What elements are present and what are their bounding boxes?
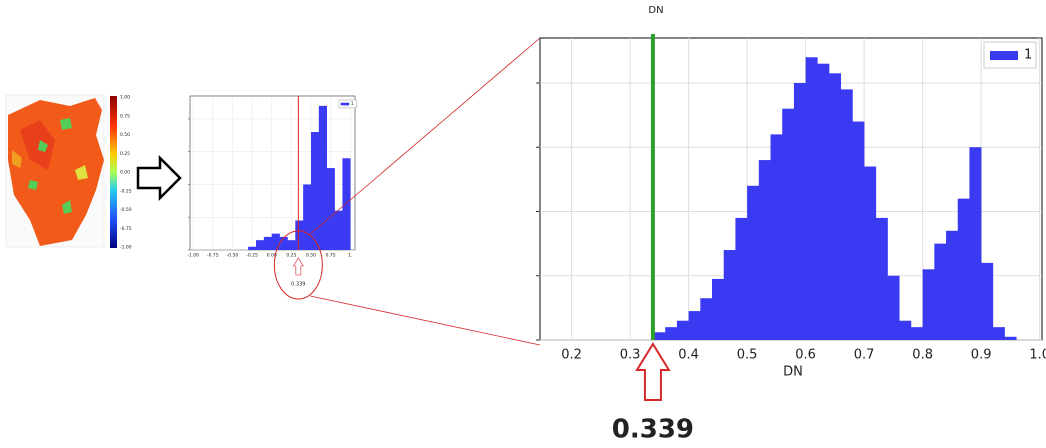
x-tick-label: 0.7: [854, 348, 875, 363]
histogram-bar: [747, 186, 759, 340]
x-tick-label: -0.75: [207, 253, 219, 259]
histogram-bar: [806, 57, 818, 340]
colorbar-label: -0.50: [120, 207, 132, 213]
histogram-bar: [342, 158, 350, 250]
histogram-bar: [700, 298, 712, 340]
histogram-bar: [782, 109, 794, 340]
histogram-bar: [327, 168, 335, 250]
x-tick-label: 0.9: [971, 348, 992, 363]
histogram-bar: [888, 276, 900, 340]
histogram-bar: [969, 147, 981, 340]
histogram-bar: [303, 184, 311, 250]
histogram-bar: [272, 234, 280, 250]
histogram-bar: [934, 244, 946, 340]
histogram-bar: [771, 134, 783, 340]
histogram-bar: [287, 240, 295, 250]
histogram-bar: [993, 327, 1005, 340]
histogram-bar: [946, 231, 958, 340]
histogram-bar: [876, 218, 888, 340]
x-tick-label: 0.5: [737, 348, 758, 363]
histogram-bar: [958, 199, 970, 340]
histogram-bar: [724, 250, 736, 340]
histogram-bar: [712, 279, 724, 340]
x-tick-label: 0.3: [620, 348, 641, 363]
histogram-bar: [794, 83, 806, 340]
colorbar-label: 0.75: [120, 113, 130, 119]
histogram-bar: [295, 221, 303, 250]
x-tick-label: -0.50: [227, 253, 239, 259]
histogram-bar: [689, 311, 701, 340]
histogram-bar: [817, 64, 829, 340]
figure: 1.00 0.75 0.50 0.25 0.00 -0.25 -0.50 -0.75 -1.00…: [0, 0, 1046, 448]
threshold-label-small: 0.339: [291, 282, 305, 288]
histogram-bar: [665, 327, 677, 340]
chart-title: DN: [648, 5, 663, 16]
colorbar-label: -0.75: [120, 226, 132, 232]
histogram-bar: [852, 122, 864, 340]
flow-arrow: [138, 158, 180, 198]
histogram-bar: [335, 211, 343, 250]
x-tick-label: -0.25: [246, 253, 258, 259]
histogram-bar: [981, 263, 993, 340]
histogram-bar: [256, 240, 264, 250]
x-axis-label: DN: [783, 365, 803, 380]
histogram-bar: [911, 327, 923, 340]
legend-label: 1: [1024, 48, 1032, 63]
x-tick-label: -1.00: [187, 253, 199, 259]
colorbar-label: 1.00: [120, 95, 130, 101]
colorbar-label: 0.50: [120, 132, 130, 138]
x-tick-label: 0.6: [795, 348, 816, 363]
histogram-bar: [248, 247, 256, 250]
threshold-arrow-small: [293, 258, 303, 275]
colorbar-labels: 1.00 0.75 0.50 0.25 0.00 -0.25 -0.50 -0.75 -1.00: [120, 95, 132, 251]
x-tick-label: 0.50: [306, 253, 316, 259]
legend-swatch: [341, 103, 349, 106]
histogram-bar: [899, 321, 911, 340]
x-tick-label: 0.75: [326, 253, 336, 259]
legend-swatch: [990, 51, 1018, 60]
x-tick-label: 0.4: [678, 348, 699, 363]
threshold-arrow: [637, 344, 669, 400]
histogram-bar: [923, 269, 935, 340]
histogram-bar: [1005, 337, 1017, 340]
histogram-bar: [654, 332, 666, 340]
colorbar-label: -1.00: [120, 245, 132, 251]
x-tick-label: 0.2: [561, 348, 582, 363]
colorbar-label: 0.00: [120, 170, 130, 176]
x-tick-label: 1.: [348, 253, 352, 259]
x-tick-label: 0.25: [286, 253, 296, 259]
histogram-bar: [319, 106, 327, 250]
colorbar-label: -0.25: [120, 188, 132, 194]
histogram-bar: [841, 89, 853, 340]
x-tick-label: 1.0: [1029, 348, 1046, 363]
histogram-bar: [264, 237, 272, 250]
histogram-bar: [677, 321, 689, 340]
histogram-bar: [280, 237, 288, 250]
histogram-bar: [864, 167, 876, 340]
map-thumbnail: [6, 95, 117, 248]
histogram-bar: [735, 218, 747, 340]
histogram-bar: [759, 160, 771, 340]
colorbar-label: 0.25: [120, 151, 130, 157]
zoom-connector: [310, 296, 540, 345]
histogram-bar: [829, 73, 841, 340]
x-tick-label: 0.8: [912, 348, 933, 363]
threshold-label: 0.339: [612, 415, 694, 445]
